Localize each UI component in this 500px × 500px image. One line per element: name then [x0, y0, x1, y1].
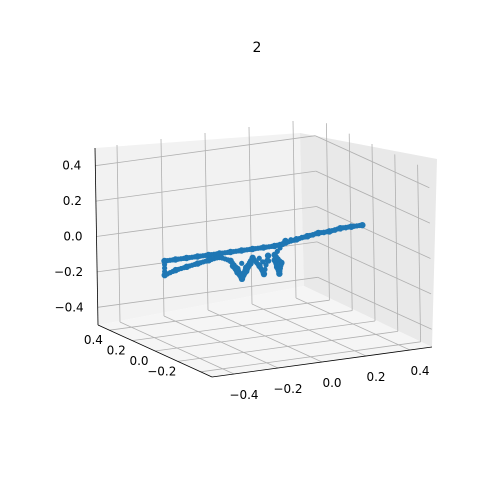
- data-point: [242, 270, 248, 276]
- data-point: [266, 258, 272, 264]
- data-point: [264, 252, 272, 259]
- x-axis-line: [211, 346, 433, 378]
- x-tick-labels: −0.4 −0.2 0.0 0.2 0.4: [229, 364, 429, 402]
- floor-gridline-y: [154, 320, 376, 352]
- x-tick-label: 0.2: [366, 370, 385, 384]
- x-tick-label: 0.4: [410, 364, 429, 378]
- z-tick-labels: −0.4 −0.2 0.0 0.2 0.4: [54, 159, 84, 315]
- data-point: [263, 262, 269, 268]
- y-axis-line: [97, 324, 213, 378]
- y-tick-label: 0.2: [107, 344, 126, 358]
- x-tick-label: −0.2: [273, 382, 302, 396]
- data-point: [247, 258, 254, 264]
- z-axis-line: [94, 147, 99, 326]
- backright-gridline-z: [317, 276, 432, 330]
- backright-gridline-z: [316, 206, 431, 259]
- data-point: [332, 227, 338, 233]
- chart-title: 2: [253, 40, 262, 56]
- data-point: [181, 265, 187, 271]
- data-point: [186, 255, 192, 261]
- data-point: [225, 257, 231, 263]
- data-point: [263, 244, 269, 250]
- data-point: [197, 253, 203, 259]
- data-point: [337, 226, 343, 232]
- data-points: [161, 221, 366, 283]
- z-tick-label: −0.4: [55, 300, 84, 314]
- data-point: [256, 255, 262, 261]
- z-tick-label: 0.4: [62, 159, 81, 173]
- data-point: [203, 258, 209, 264]
- z-tick-label: −0.2: [54, 265, 83, 279]
- data-point: [310, 232, 316, 238]
- floor-pane: [98, 286, 432, 377]
- data-point: [192, 261, 198, 267]
- backright-gridline-z: [315, 170, 431, 224]
- axes: [94, 147, 433, 378]
- backleft-gridline-z: [96, 206, 317, 237]
- data-point: [299, 234, 305, 240]
- x-tick-label: 0.0: [322, 376, 341, 390]
- y-tick-label: −0.2: [147, 364, 176, 378]
- data-point: [230, 249, 236, 255]
- data-point: [293, 235, 300, 242]
- backright-gridline-z: [315, 135, 430, 189]
- floor-gridline-y: [177, 331, 398, 362]
- backleft-gridline-z: [97, 276, 318, 308]
- data-point: [214, 255, 220, 261]
- z-tick-label: 0.0: [63, 230, 82, 244]
- floor-gridline-y: [132, 310, 353, 341]
- back-right-pane: [300, 133, 437, 347]
- data-point: [208, 252, 214, 258]
- backleft-gridline-z: [95, 135, 316, 167]
- data-point: [239, 260, 245, 266]
- data-point: [321, 230, 327, 236]
- z-tick-label: 0.2: [63, 194, 82, 208]
- data-point: [343, 225, 349, 231]
- data-point: [241, 247, 247, 253]
- floor-gridline-y: [109, 299, 330, 331]
- data-point: [288, 237, 294, 243]
- backleft-gridline-z: [95, 170, 316, 202]
- data-point: [170, 268, 176, 274]
- y-tick-label: 0.4: [84, 333, 103, 347]
- data-point: [164, 258, 170, 264]
- data-point: [278, 262, 284, 269]
- backright-gridline-z: [316, 241, 432, 295]
- data-point: [252, 246, 258, 252]
- data-point: [351, 223, 357, 229]
- data-point: [262, 266, 268, 273]
- x-tick-label: −0.4: [229, 388, 258, 402]
- y-tick-labels: −0.20.00.2 0.4: [84, 333, 177, 378]
- data-point: [315, 231, 321, 237]
- floor-gridline-y: [200, 341, 421, 373]
- data-point: [280, 241, 286, 248]
- data-point: [246, 262, 253, 268]
- data-point: [253, 260, 260, 266]
- gridlines: [95, 120, 432, 375]
- data-point: [219, 250, 225, 256]
- data-point: [175, 256, 181, 262]
- data-point: [273, 254, 279, 260]
- data-point: [260, 259, 266, 265]
- y-tick-label: 0.0: [129, 354, 148, 368]
